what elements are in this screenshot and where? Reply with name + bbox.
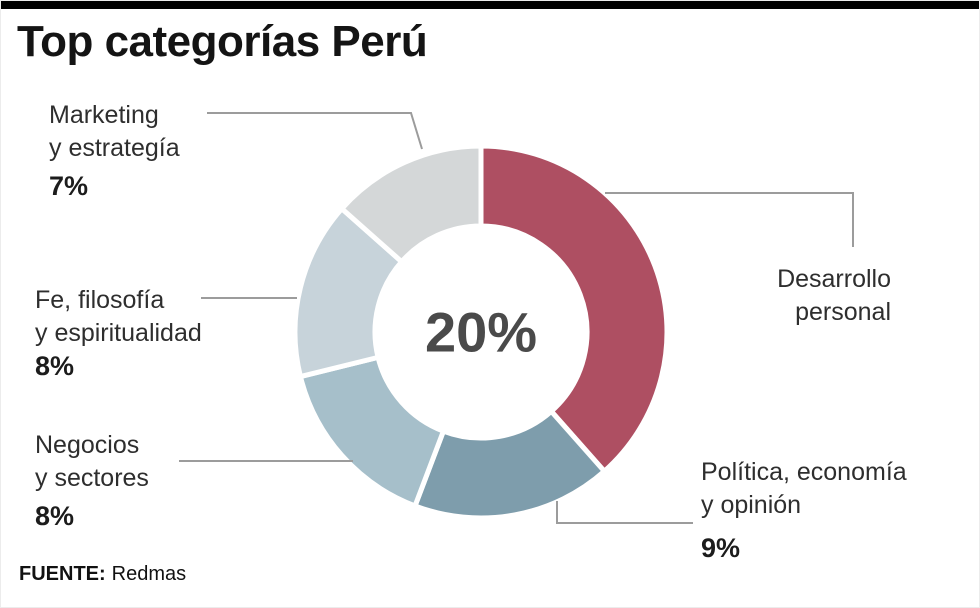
source-line: FUENTE: Redmas: [19, 563, 186, 586]
donut-segments: [292, 143, 670, 521]
label-fe-filosofia: Fe, filosofía y espiritualidad: [35, 286, 202, 347]
label-politica: Política, economía y opinión: [701, 458, 907, 519]
donut-center-value: 20%: [424, 300, 538, 364]
value-negocios: 8%: [35, 501, 75, 531]
chart-title: Top categorías Perú: [17, 17, 428, 66]
donut-segment-3: [297, 354, 446, 509]
leader-line-politica: [556, 501, 693, 524]
donut-segment-5: [339, 143, 484, 265]
value-fe-filosofia: 8%: [35, 351, 75, 381]
source-value: Redmas: [111, 563, 187, 585]
label-negocios: Negocios y sectores: [35, 431, 149, 492]
leader-line-marketing: [207, 112, 423, 150]
source-label: FUENTE:: [19, 563, 106, 585]
top-bar: [1, 1, 979, 9]
donut-segment-1: [478, 143, 670, 474]
leader-line-desarrollo: [605, 192, 854, 247]
label-marketing: Marketing y estrategía: [49, 101, 180, 162]
label-desarrollo-personal: Desarrollo personal: [777, 265, 891, 326]
value-politica: 9%: [701, 533, 741, 563]
value-marketing: 7%: [49, 171, 89, 201]
leader-lines: [179, 112, 854, 524]
